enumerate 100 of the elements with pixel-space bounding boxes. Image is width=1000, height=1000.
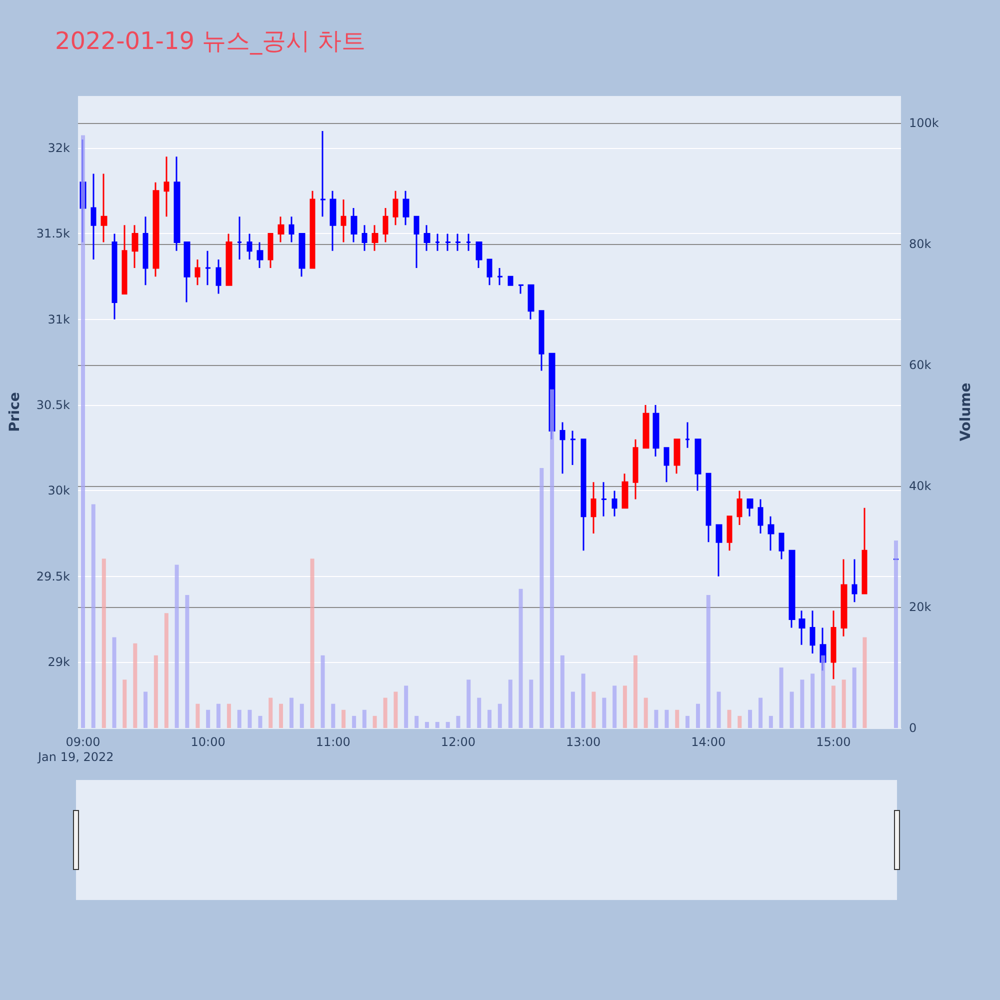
bar — [310, 558, 314, 728]
candlestick — [310, 190, 316, 269]
bar — [144, 692, 148, 728]
candlestick — [152, 182, 160, 278]
bar — [352, 716, 356, 728]
bar — [342, 710, 346, 728]
bar — [258, 716, 262, 728]
bar — [706, 594, 710, 728]
y-tick-label: 29k — [48, 655, 70, 670]
bar — [508, 680, 512, 728]
text: Jan 19, 2022 — [37, 750, 114, 764]
bar — [237, 710, 242, 728]
candlestick — [164, 156, 170, 218]
candlestick — [466, 232, 472, 252]
bar — [91, 504, 96, 728]
candlestick — [424, 224, 430, 252]
candlestick — [684, 421, 690, 449]
bar — [862, 637, 867, 728]
candlestick — [486, 258, 492, 286]
bar — [800, 680, 804, 728]
bar — [216, 704, 220, 728]
x-tick-label: 12:00 — [440, 735, 476, 749]
candlestick — [746, 498, 754, 518]
bar — [518, 588, 523, 728]
candlestick — [100, 173, 108, 244]
candlestick — [652, 404, 660, 458]
candlestick — [570, 430, 576, 466]
bar — [290, 698, 294, 728]
candlestick — [288, 216, 294, 244]
bar — [174, 564, 179, 728]
bar — [424, 722, 429, 728]
candlestick — [590, 481, 596, 534]
y-tick-label: 30k — [48, 484, 70, 498]
y2-tick-label: 20k — [909, 600, 932, 614]
candlestick — [362, 224, 368, 252]
candlestick — [90, 173, 96, 260]
bar — [279, 704, 283, 728]
candlestick — [476, 242, 482, 269]
bar — [300, 704, 304, 728]
y-tick-label: 31.5k — [36, 226, 70, 241]
candlestick — [600, 481, 608, 518]
candlestick — [372, 224, 378, 252]
bar — [581, 674, 586, 728]
candlestick — [320, 130, 326, 218]
bar — [664, 710, 669, 728]
bar — [529, 680, 534, 728]
candlestick — [340, 198, 346, 244]
bar — [592, 692, 596, 728]
candlestick — [560, 421, 566, 474]
x-tick-label: 09:00 — [66, 735, 100, 749]
bar — [372, 716, 377, 728]
bar — [696, 704, 700, 728]
y-tick-label: 29.5k — [36, 569, 70, 584]
candlestick — [642, 404, 650, 449]
x-tick-label: 15:00 — [816, 735, 851, 749]
y2-tick-label: 100k — [909, 116, 939, 130]
candlestick — [726, 516, 732, 552]
candlestick — [402, 190, 410, 226]
x-tick-label: 11:00 — [316, 735, 350, 749]
bar — [226, 704, 231, 728]
x-tick-label: 14:00 — [691, 735, 726, 749]
bar — [164, 613, 168, 728]
candlestick — [862, 507, 868, 594]
candlestick — [216, 258, 222, 294]
bar — [790, 692, 794, 728]
candlestick — [528, 284, 534, 320]
candlestick — [736, 490, 742, 526]
bar — [716, 692, 721, 728]
candlestick — [350, 207, 358, 244]
candlestick — [632, 438, 638, 500]
y-tick-label: 30.5k — [36, 398, 70, 412]
candlestick — [798, 610, 806, 646]
candlestick — [508, 276, 514, 286]
candlestick — [204, 250, 212, 286]
candlestick — [246, 232, 252, 260]
bar — [831, 686, 836, 728]
bar — [477, 698, 482, 728]
bar — [612, 686, 617, 728]
bar — [394, 692, 398, 728]
bar — [466, 680, 471, 728]
candlestick — [852, 558, 858, 603]
chart-title: 2022-01-19 뉴스_공시 차트 — [55, 27, 366, 55]
bar — [331, 704, 336, 728]
bar — [602, 698, 606, 728]
y-axis-title: Price — [7, 392, 23, 432]
candlestick — [382, 207, 388, 244]
bar — [185, 594, 190, 728]
bar — [268, 698, 273, 728]
candlestick — [706, 472, 712, 543]
candlestick — [330, 190, 336, 252]
candlestick — [674, 438, 680, 474]
candlestick — [298, 232, 306, 278]
candlestick — [122, 224, 128, 294]
x-tick-label: 13:00 — [566, 735, 601, 749]
candlestick — [664, 447, 670, 483]
candlestick — [788, 550, 796, 629]
bar — [362, 710, 366, 728]
candlestick — [716, 524, 722, 578]
candlestick — [538, 310, 544, 372]
bar — [196, 704, 200, 728]
